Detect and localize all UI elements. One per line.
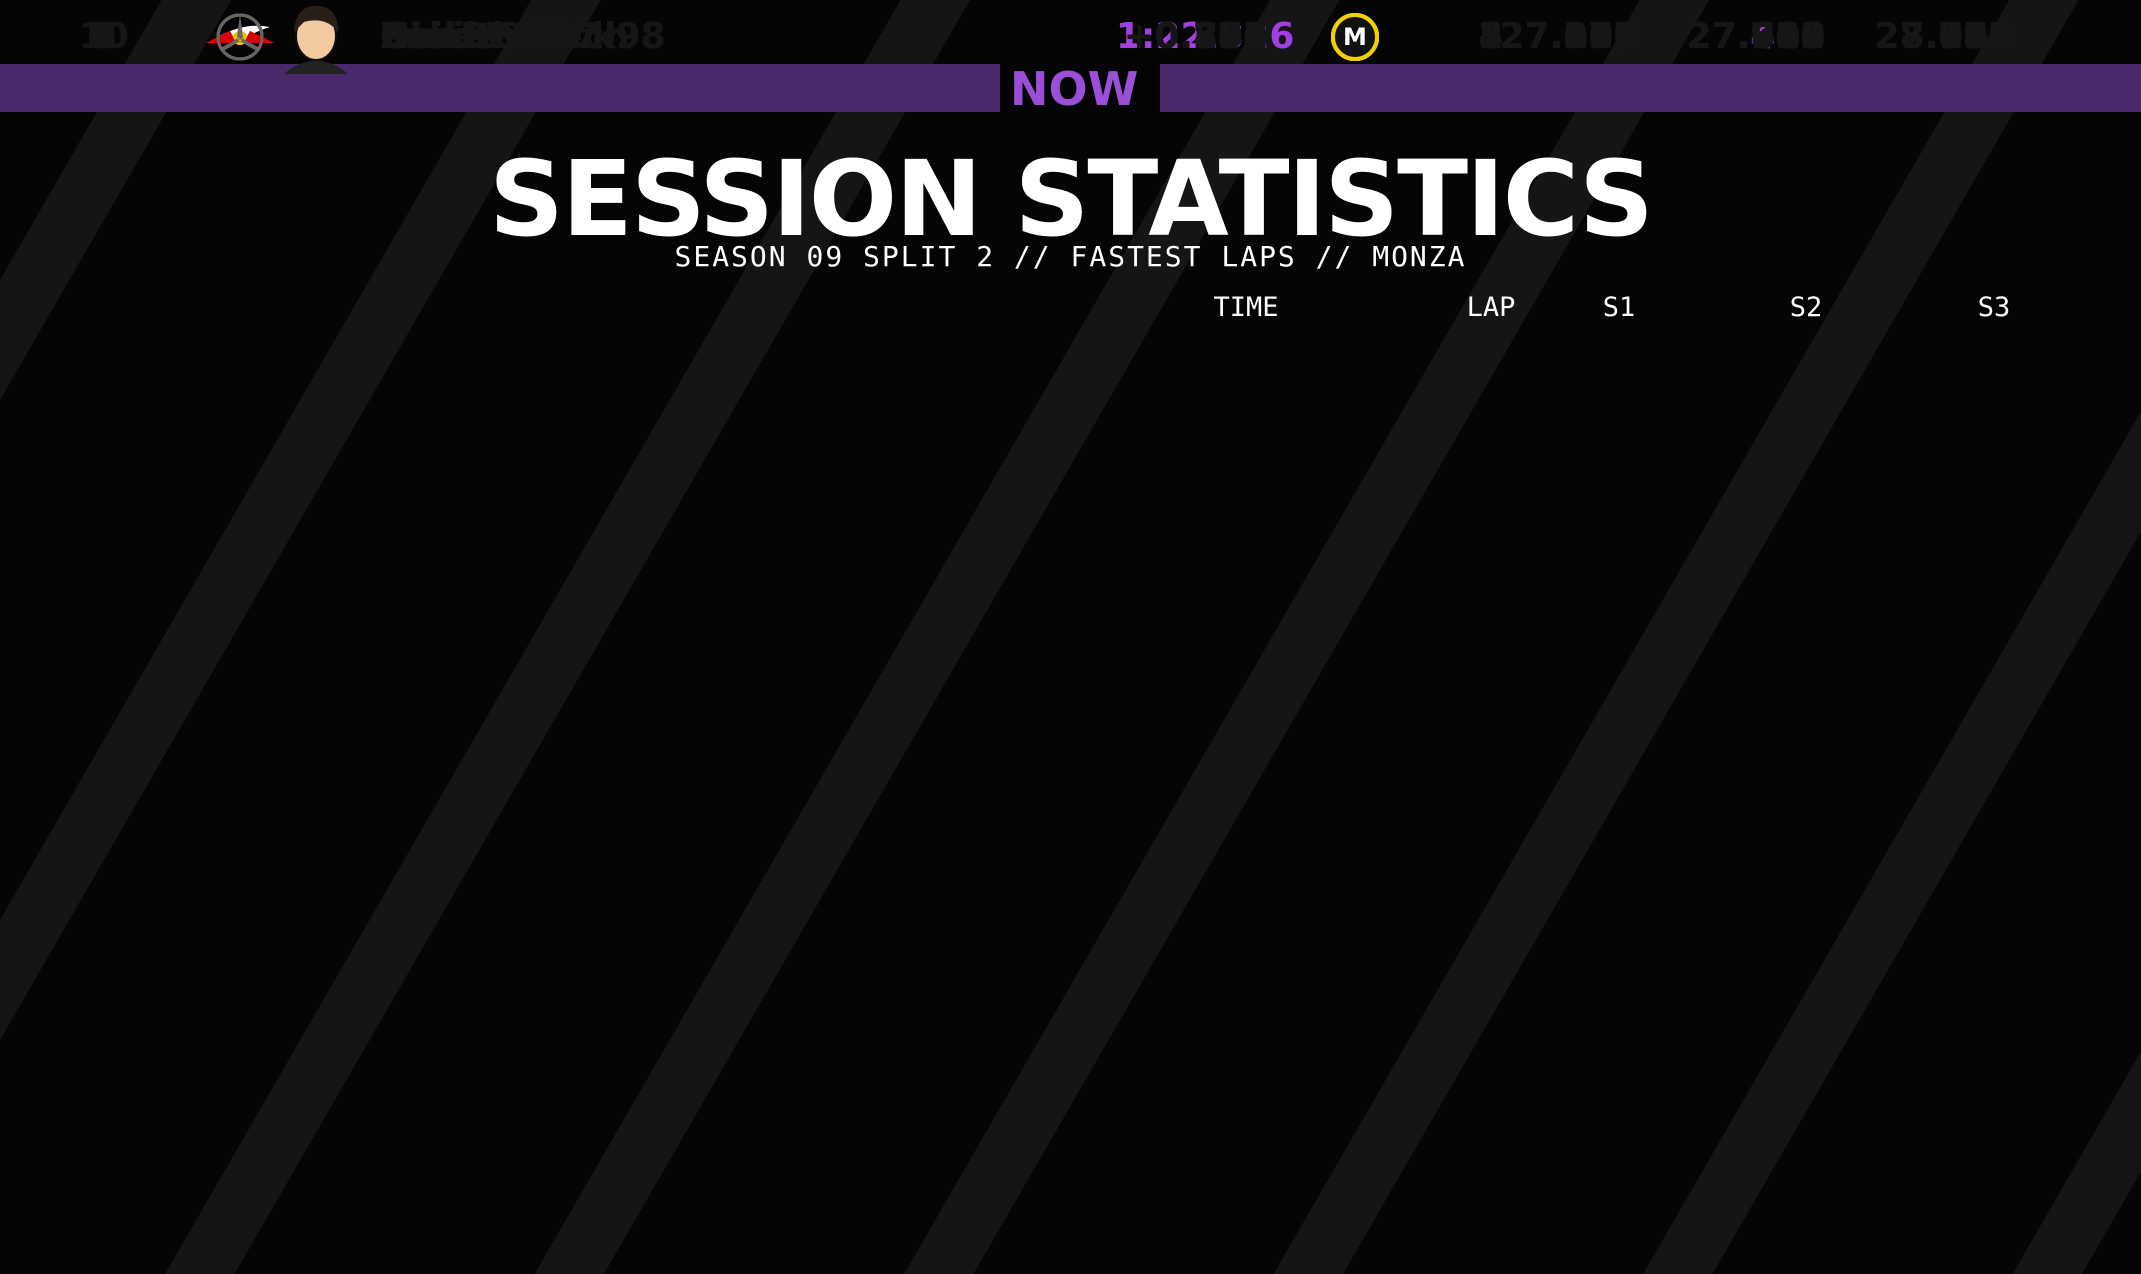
position: 1 xyxy=(91,16,117,57)
s3-cell: 27.805 xyxy=(1874,16,2014,57)
s3-cell: 27.717 xyxy=(1874,16,2014,57)
lap-cell: 2 xyxy=(1478,16,1504,57)
position: 5 xyxy=(91,16,117,57)
column-header: S2 xyxy=(1789,292,1823,323)
lap-cell: 2 xyxy=(1478,16,1504,57)
title: SESSION STATISTICS xyxy=(489,138,1654,260)
logo: NOW xyxy=(1010,62,1139,116)
s3-cell: 28.176 xyxy=(1874,16,2014,57)
time-cell: +0.731 xyxy=(1123,16,1269,57)
position: 2 xyxy=(91,16,117,57)
s2-cell: 27.924 xyxy=(1686,16,1826,57)
position: 10 xyxy=(78,16,130,57)
time-cell: +0.271 xyxy=(1123,16,1269,57)
s3-cell: 27.945 xyxy=(1874,16,2014,57)
position: 9 xyxy=(91,16,117,57)
driver-name: ZeitBW xyxy=(380,16,526,57)
s1-cell: 27.435 xyxy=(1499,16,1639,57)
column-header: S1 xyxy=(1602,292,1636,323)
lap-cell: 3 xyxy=(1478,16,1504,57)
column-header: LAP xyxy=(1466,292,1516,323)
time-cell: 1:22.326 xyxy=(1116,16,1295,57)
time-cell: +0.258 xyxy=(1123,16,1269,57)
driver-name: GhettoViech xyxy=(380,16,630,57)
avatar-icon xyxy=(284,6,348,74)
time-cell: +0.864 xyxy=(1123,16,1269,57)
driver-name: Lukas9627 xyxy=(380,16,599,57)
s1-cell: 27.003 xyxy=(1499,16,1639,57)
s2-cell: 27.642 xyxy=(1686,16,1826,57)
subtitle: SEASON 09 SPLIT 2 // FASTEST LAPS // MON… xyxy=(674,240,1467,273)
s2-cell: 27.448 xyxy=(1686,16,1826,57)
header-bar xyxy=(0,64,1000,112)
s1-cell: 27.276 xyxy=(1499,16,1639,57)
team-logo xyxy=(200,13,280,63)
time-cell: +0.575 xyxy=(1123,16,1269,57)
lap-cell: 2 xyxy=(1478,16,1504,57)
position: 3 xyxy=(91,16,117,57)
s3-cell: 28.078 xyxy=(1874,16,2014,57)
s2-cell: 27.700 xyxy=(1686,16,1826,57)
s3-cell: 28.094 xyxy=(1874,16,2014,57)
s2-cell: 27.743 xyxy=(1686,16,1826,57)
s1-cell: 27.171 xyxy=(1499,16,1639,57)
lap-cell: 3 xyxy=(1478,16,1504,57)
s2-cell: 27.712 xyxy=(1686,16,1826,57)
s2-cell: 27.723 xyxy=(1686,16,1826,57)
s1-cell: 27.389 xyxy=(1499,16,1639,57)
position: 4 xyxy=(91,16,117,57)
s1-cell: 27.115 xyxy=(1499,16,1639,57)
driver-name: Harih xyxy=(380,16,491,57)
lap-cell: 2 xyxy=(1478,16,1504,57)
s1-cell: 27.155 xyxy=(1499,16,1639,57)
s3-cell: 27.839 xyxy=(1874,16,2014,57)
time-cell: +0.597 xyxy=(1123,16,1269,57)
driver-name: Nickel-Back98 xyxy=(380,16,666,57)
s3-cell: 27.969 xyxy=(1874,16,2014,57)
s2-cell: 27.655 xyxy=(1686,16,1826,57)
position: 7 xyxy=(91,16,117,57)
s1-cell: 27.137 xyxy=(1499,16,1639,57)
lap-cell: 4 xyxy=(1478,16,1504,57)
tyre: M xyxy=(1331,13,1379,61)
header-bar xyxy=(1160,64,2141,112)
position: 8 xyxy=(91,16,117,57)
time-cell: +0.800 xyxy=(1123,16,1269,57)
avatar xyxy=(276,0,356,74)
s3-cell: 27.752 xyxy=(1874,16,2014,57)
lap-cell: 5 xyxy=(1478,16,1504,57)
driver-name: Nickel-Back98 xyxy=(380,16,666,57)
s1-cell: 27.160 xyxy=(1499,16,1639,57)
time-cell: +0.842 xyxy=(1123,16,1269,57)
lap-cell: 4 xyxy=(1478,16,1504,57)
driver-name: Nickel-Back98 xyxy=(380,16,666,57)
driver-name: GhettoViech xyxy=(380,16,630,57)
driver-name: GhettoViech xyxy=(380,16,630,57)
lap-cell: 3 xyxy=(1478,16,1504,57)
team-logo-icon xyxy=(216,13,264,61)
s2-cell: 27.808 xyxy=(1686,16,1826,57)
driver-name: ZeitBW xyxy=(380,16,526,57)
s1-cell: 27.058 xyxy=(1499,16,1639,57)
column-header: TIME xyxy=(1213,292,1279,323)
s2-cell: 27.989 xyxy=(1686,16,1826,57)
time-cell: +0.206 xyxy=(1123,16,1269,57)
s3-cell: 27.773 xyxy=(1874,16,2014,57)
column-header: S3 xyxy=(1977,292,2011,323)
position: 6 xyxy=(91,16,117,57)
